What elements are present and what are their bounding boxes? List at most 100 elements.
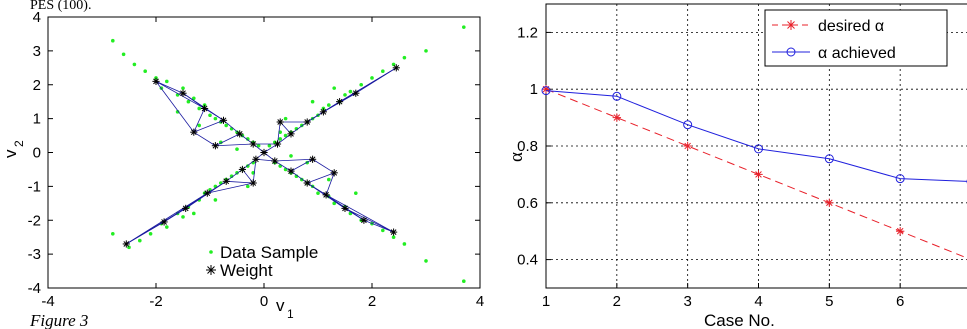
weight-connection bbox=[290, 170, 308, 184]
data-sample-point bbox=[316, 191, 320, 195]
scatter-y-tick-label: 4 bbox=[33, 9, 41, 26]
scatter-y-tick-label: -4 bbox=[28, 280, 41, 297]
data-sample-point bbox=[327, 177, 331, 182]
line-x-tick-label: 1 bbox=[542, 293, 550, 310]
weight-point bbox=[319, 108, 327, 116]
data-sample-point bbox=[327, 103, 331, 107]
weight-point bbox=[271, 157, 279, 165]
weight-connection bbox=[207, 180, 227, 194]
data-sample-point bbox=[143, 69, 147, 73]
weight-connection bbox=[274, 158, 313, 162]
line-y-tick-label: 1 bbox=[530, 81, 538, 98]
line-legend: desired α α achieved bbox=[764, 9, 948, 67]
desired-alpha-point bbox=[895, 227, 905, 236]
weight-point bbox=[287, 130, 295, 138]
weight-connection bbox=[307, 172, 335, 184]
weight-point bbox=[203, 189, 211, 197]
weight-connection bbox=[323, 67, 397, 113]
weight-connection bbox=[155, 80, 184, 94]
line-y-tick-label: 1.2 bbox=[517, 24, 538, 41]
figure-caption-fragment: Figure 3 bbox=[29, 311, 88, 329]
line-x-tick-label: 4 bbox=[754, 293, 762, 310]
legend-marker-desired bbox=[786, 20, 796, 30]
scatter-y-tick-label: -3 bbox=[28, 246, 41, 263]
weight-point bbox=[309, 155, 317, 163]
scatter-x-tick-label: -4 bbox=[41, 293, 54, 310]
weight-point bbox=[336, 98, 344, 106]
scatter-y-label-main: v bbox=[1, 149, 20, 158]
data-sample-point bbox=[381, 228, 385, 233]
desired-alpha-point bbox=[612, 113, 622, 122]
scatter-marks bbox=[111, 25, 466, 284]
line-y-tick-label: 0.4 bbox=[517, 252, 538, 269]
weight-connection bbox=[225, 169, 243, 182]
weight-point bbox=[211, 142, 219, 150]
weight-connection bbox=[193, 119, 224, 133]
weight-point bbox=[392, 64, 400, 72]
data-sample-point bbox=[111, 232, 115, 236]
scatter-ticks: -4 -2 0 2 4 -4 -3 -2 -1 0 1 2 3 4 bbox=[28, 9, 485, 310]
weight-connection bbox=[325, 172, 335, 195]
data-sample-point bbox=[165, 79, 169, 84]
weight-point bbox=[160, 218, 168, 226]
achieved-alpha-point bbox=[895, 174, 905, 184]
data-sample-point bbox=[289, 154, 293, 158]
data-sample-point bbox=[348, 89, 353, 94]
data-sample-point bbox=[208, 113, 212, 118]
data-sample-point bbox=[197, 106, 201, 111]
scatter-y-tick-label: 0 bbox=[33, 145, 41, 162]
data-sample-point bbox=[213, 116, 218, 121]
data-sample-point bbox=[381, 69, 385, 73]
weight-point bbox=[222, 177, 230, 185]
achieved-alpha-point bbox=[824, 154, 834, 164]
achieved-alpha-point bbox=[683, 120, 693, 130]
weight-connection bbox=[204, 108, 224, 121]
scatter-x-tick-label: 4 bbox=[476, 293, 484, 310]
data-sample-point bbox=[186, 99, 191, 104]
line-legend-box bbox=[764, 9, 948, 67]
weight-point bbox=[152, 77, 160, 85]
data-sample-point bbox=[370, 76, 374, 80]
data-sample-point bbox=[283, 133, 288, 138]
data-sample-point bbox=[391, 235, 396, 239]
weight-point bbox=[249, 179, 257, 187]
weight-connection bbox=[215, 143, 254, 147]
data-sample-point bbox=[121, 52, 126, 57]
weight-connection bbox=[274, 160, 292, 172]
data-sample-point bbox=[343, 93, 347, 97]
weight-connection bbox=[155, 81, 205, 109]
achieved-alpha-point bbox=[541, 86, 551, 96]
scatter-x-axis-label: v 1 bbox=[276, 296, 294, 321]
alpha-line-chart: 12345670.40.60.811.2 Case No. α desired … bbox=[506, 3, 967, 329]
legend-label-desired: desired α bbox=[818, 18, 884, 35]
achieved-alpha-line bbox=[545, 90, 967, 182]
top-text-fragment: PES (100). bbox=[30, 0, 91, 13]
weight-connection bbox=[290, 121, 308, 135]
weight-connection bbox=[126, 192, 208, 245]
weight-connection bbox=[277, 121, 281, 145]
legend-label-weight: Weight bbox=[220, 261, 273, 280]
weight-point bbox=[303, 118, 311, 126]
weight-connection bbox=[226, 180, 254, 184]
data-sample-point bbox=[310, 99, 315, 104]
data-sample-point bbox=[246, 137, 250, 141]
weight-connection bbox=[215, 133, 240, 147]
desired-alpha-point bbox=[683, 141, 692, 151]
data-sample-point bbox=[132, 62, 137, 67]
weight-point bbox=[303, 179, 311, 187]
scatter-y-tick-label: 3 bbox=[33, 43, 41, 60]
data-sample-point bbox=[354, 191, 358, 195]
desired-alpha-point bbox=[825, 198, 834, 207]
weight-connection bbox=[290, 158, 313, 172]
data-sample-point bbox=[181, 86, 185, 90]
line-y-tick-label: 0.8 bbox=[517, 138, 538, 155]
line-y-axis-label: α bbox=[506, 152, 527, 162]
weight-point bbox=[179, 89, 187, 97]
data-sample-point bbox=[224, 123, 228, 128]
legend-label-achieved: α achieved bbox=[818, 45, 896, 62]
weight-connection bbox=[263, 143, 278, 153]
data-sample-point bbox=[197, 123, 201, 128]
data-sample-point bbox=[213, 198, 218, 202]
achieved-alpha-point bbox=[612, 91, 622, 101]
data-sample-point bbox=[165, 225, 169, 229]
